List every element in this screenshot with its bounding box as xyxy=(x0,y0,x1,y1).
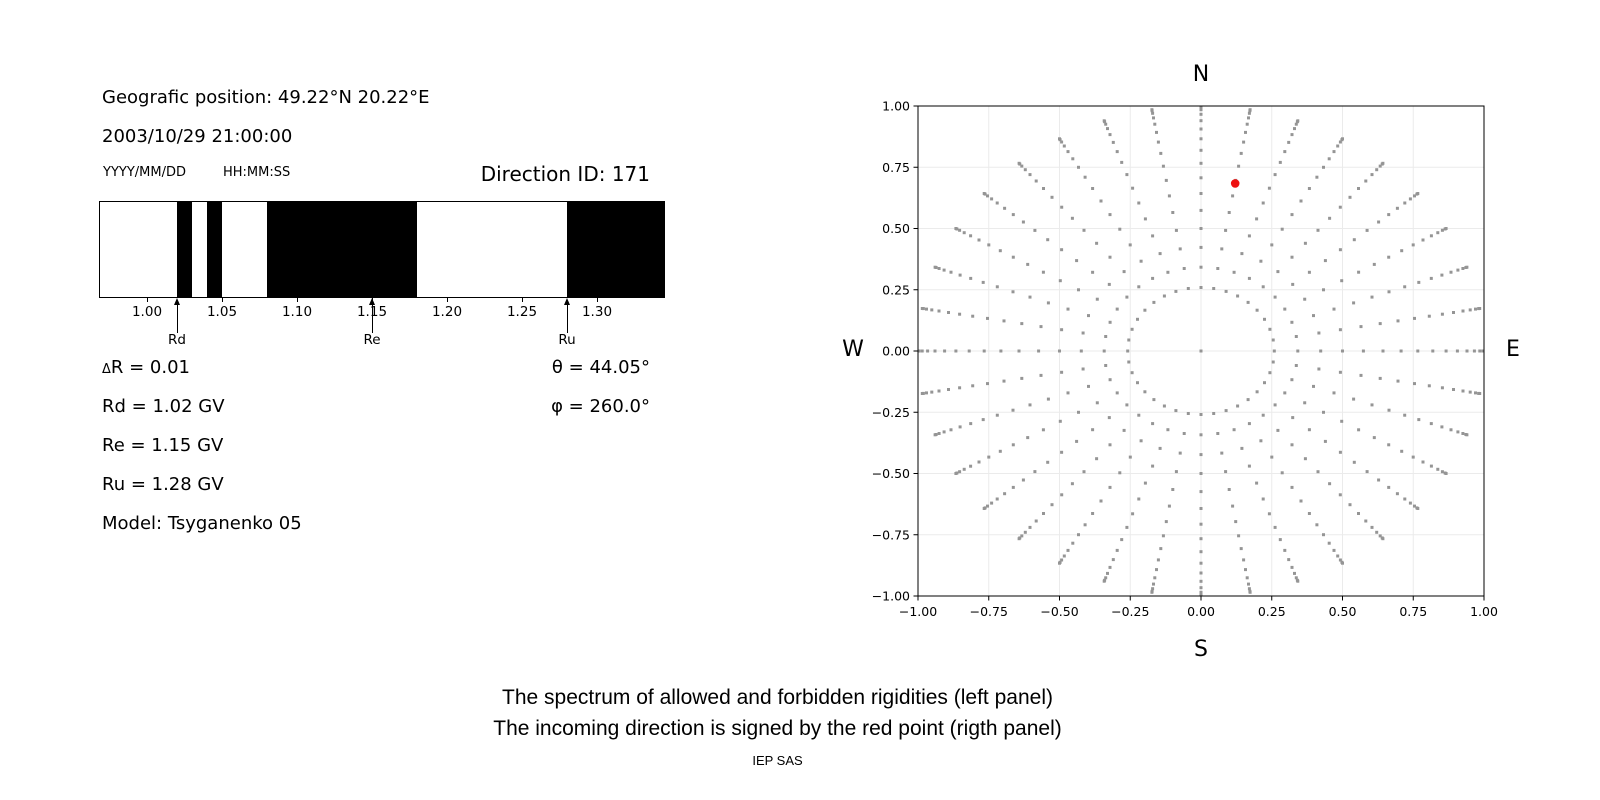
model-text: Model: Tsyganenko 05 xyxy=(102,513,302,534)
x-axis-tick-label: 0.75 xyxy=(1399,604,1427,619)
marker-arrow-line xyxy=(372,304,373,333)
direction-id-text: Direction ID: 171 xyxy=(480,162,650,186)
x-axis-tick-label: −0.50 xyxy=(1040,604,1078,619)
x-axis-tick-label: 0.50 xyxy=(1329,604,1357,619)
x-axis-tick-label: 0.00 xyxy=(1187,604,1215,619)
forbidden-rigidity-band xyxy=(567,202,664,297)
y-axis-tick-label: 0.50 xyxy=(882,221,910,236)
re-value-text: Re = 1.15 GV xyxy=(102,435,224,456)
spectrum-x-tick-label: 1.00 xyxy=(131,304,163,320)
spectrum-x-tick-label: 1.05 xyxy=(206,304,238,320)
delta-symbol: Δ xyxy=(102,362,111,377)
rd-value-text: Rd = 1.02 GV xyxy=(102,396,225,417)
spectrum-x-tick xyxy=(522,298,523,302)
y-axis-tick-label: 0.25 xyxy=(882,282,910,297)
y-axis-tick-label: −1.00 xyxy=(872,589,910,604)
marker-label: Re xyxy=(363,332,381,348)
date-format-label: YYYY/MM/DD xyxy=(103,165,186,180)
direction-grid-dots xyxy=(918,106,1484,596)
caption-line-2: The incoming direction is signed by the … xyxy=(493,717,1062,740)
marker-arrow-line xyxy=(567,304,568,333)
caption-credit: IEP SAS xyxy=(752,753,803,768)
y-axis-tick-label: −0.75 xyxy=(872,527,910,542)
red-direction-point xyxy=(1230,179,1240,188)
forbidden-rigidity-band xyxy=(177,202,192,297)
spectrum-x-tick-label: 1.20 xyxy=(431,304,463,320)
spectrum-x-tick xyxy=(297,298,298,302)
x-axis-tick-label: 1.00 xyxy=(1470,604,1498,619)
x-axis-tick-label: −1.00 xyxy=(899,604,937,619)
compass-west-label: W xyxy=(842,337,864,362)
datetime-text: 2003/10/29 21:00:00 xyxy=(102,126,293,147)
forbidden-rigidity-band xyxy=(207,202,222,297)
compass-north-label: N xyxy=(1193,62,1209,87)
caption-line-1: The spectrum of allowed and forbidden ri… xyxy=(502,686,1053,709)
phi-value-text: φ = 260.0° xyxy=(551,396,650,417)
marker-arrow-head xyxy=(368,298,375,305)
marker-arrow-head xyxy=(173,298,180,305)
compass-south-label: S xyxy=(1194,637,1208,662)
rigidity-spectrum-plot-area xyxy=(99,201,665,298)
marker-label: Rd xyxy=(168,332,186,348)
y-axis-tick-label: −0.25 xyxy=(872,405,910,420)
forbidden-rigidity-band xyxy=(267,202,417,297)
delta-r-text: ΔR = 0.01 xyxy=(102,357,190,380)
rigidity-spectrum-chart: 1.00 1.05 1.10 1.15 1.20 1.25 1.30 Rd Re Ru xyxy=(99,201,665,361)
x-axis-tick-label: −0.25 xyxy=(1111,604,1149,619)
time-format-label: HH:MM:SS xyxy=(223,165,291,180)
compass-east-label: E xyxy=(1506,337,1520,362)
geographic-position-text: Geografic position: 49.22°N 20.22°E xyxy=(102,87,430,108)
spectrum-x-tick-label: 1.25 xyxy=(506,304,538,320)
x-axis-tick-label: −0.75 xyxy=(970,604,1008,619)
spectrum-x-tick xyxy=(222,298,223,302)
marker-arrow-line xyxy=(177,304,178,333)
spectrum-x-tick xyxy=(147,298,148,302)
marker-arrow-head xyxy=(563,298,570,305)
incoming-direction-chart: N S W E −1.00 −0.75 −0.50 −0.25 0.00 0.25 0.50… xyxy=(842,62,1520,662)
theta-value-text: θ = 44.05° xyxy=(551,357,650,378)
y-axis-tick-label: −0.50 xyxy=(872,466,910,481)
y-axis-tick-label: 0.00 xyxy=(882,344,910,359)
spectrum-x-tick-label: 1.30 xyxy=(581,304,613,320)
marker-label: Ru xyxy=(558,332,576,348)
y-axis-tick-label: 1.00 xyxy=(882,99,910,114)
spectrum-x-tick-label: 1.10 xyxy=(281,304,313,320)
ru-value-text: Ru = 1.28 GV xyxy=(102,474,224,495)
x-axis-tick-label: 0.25 xyxy=(1258,604,1286,619)
spectrum-x-tick xyxy=(447,298,448,302)
y-axis-tick-label: 0.75 xyxy=(882,160,910,175)
spectrum-x-tick xyxy=(597,298,598,302)
delta-r-value: R = 0.01 xyxy=(110,357,190,378)
